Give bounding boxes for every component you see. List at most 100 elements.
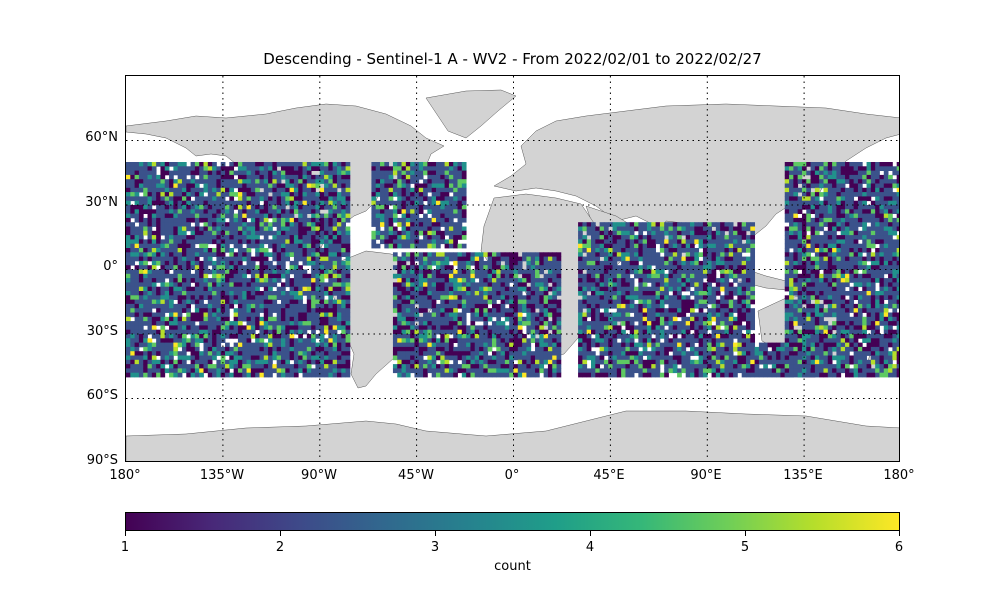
heatmap-cell xyxy=(677,252,682,257)
heatmap-cell xyxy=(181,217,187,223)
heatmap-cell xyxy=(177,217,183,223)
heatmap-cell xyxy=(151,299,157,305)
heatmap-cell xyxy=(143,230,148,236)
heatmap-cell xyxy=(457,342,463,348)
heatmap-cell xyxy=(130,213,136,219)
heatmap-cell xyxy=(646,312,652,318)
heatmap-cell xyxy=(642,222,648,227)
heatmap-cell xyxy=(199,338,204,343)
heatmap-cell xyxy=(319,213,325,219)
heatmap-cell xyxy=(535,355,540,361)
heatmap-cell xyxy=(255,346,260,352)
heatmap-cell xyxy=(522,334,527,339)
heatmap-cell xyxy=(319,265,325,270)
heatmap-cell xyxy=(324,170,329,176)
heatmap-cell xyxy=(246,213,252,219)
heatmap-cell xyxy=(672,321,678,326)
heatmap-cell xyxy=(655,346,661,352)
heatmap-cell xyxy=(181,291,187,296)
heatmap-cell xyxy=(126,256,131,262)
heatmap-cell xyxy=(474,252,480,257)
heatmap-cell xyxy=(164,213,170,219)
heatmap-cell xyxy=(539,325,545,331)
heatmap-cell xyxy=(177,222,183,227)
heatmap-cell xyxy=(405,291,411,296)
heatmap-cell xyxy=(147,162,153,167)
heatmap-cell xyxy=(397,308,402,313)
heatmap-cell xyxy=(130,252,136,257)
heatmap-cell xyxy=(306,355,312,361)
heatmap-cell xyxy=(436,325,441,331)
heatmap-cell xyxy=(328,316,334,322)
heatmap-cell xyxy=(151,248,157,253)
heatmap-cell xyxy=(151,329,157,335)
heatmap-cell xyxy=(242,351,247,356)
heatmap-cell xyxy=(612,265,618,270)
heatmap-cell xyxy=(151,170,157,176)
heatmap-cell xyxy=(578,248,583,253)
heatmap-cell xyxy=(229,226,235,232)
heatmap-cell xyxy=(659,291,665,296)
heatmap-cell xyxy=(237,342,243,348)
heatmap-cell xyxy=(431,291,437,296)
heatmap-cell xyxy=(203,355,209,361)
heatmap-cell xyxy=(651,269,656,275)
heatmap-cell xyxy=(479,334,484,339)
heatmap-cell xyxy=(233,170,239,176)
heatmap-cell xyxy=(500,252,506,257)
heatmap-cell xyxy=(397,291,402,296)
map-panel[interactable] xyxy=(125,75,900,462)
heatmap-cell xyxy=(298,321,303,326)
heatmap-cell xyxy=(216,166,222,171)
heatmap-cell xyxy=(440,359,446,365)
heatmap-cell xyxy=(328,338,334,343)
heatmap-cell xyxy=(138,230,144,236)
heatmap-cell xyxy=(276,286,282,292)
heatmap-cell xyxy=(651,239,656,245)
heatmap-cell xyxy=(423,278,428,283)
heatmap-cell xyxy=(405,308,411,313)
heatmap-cell xyxy=(147,187,153,193)
heatmap-cell xyxy=(504,316,510,322)
heatmap-cell xyxy=(603,291,609,296)
heatmap-cell xyxy=(255,278,260,283)
heatmap-cell xyxy=(263,183,269,189)
heatmap-cell xyxy=(272,248,278,253)
heatmap-cell xyxy=(216,334,222,339)
heatmap-cell xyxy=(457,256,463,262)
heatmap-cell xyxy=(126,295,131,300)
heatmap-cell xyxy=(173,351,179,356)
heatmap-cell xyxy=(190,368,196,374)
heatmap-cell xyxy=(336,286,342,292)
heatmap-cell xyxy=(319,346,325,352)
heatmap-cell xyxy=(212,308,217,313)
heatmap-cell xyxy=(255,174,260,180)
heatmap-cell xyxy=(147,243,153,249)
heatmap-cell xyxy=(410,192,415,197)
heatmap-cell xyxy=(461,316,467,322)
heatmap-cell xyxy=(332,205,338,210)
heatmap-cell xyxy=(681,329,687,335)
heatmap-cell xyxy=(237,192,243,197)
heatmap-cell xyxy=(681,248,687,253)
heatmap-cell xyxy=(276,342,282,348)
heatmap-cell xyxy=(194,187,200,193)
heatmap-cell xyxy=(186,179,191,184)
heatmap-cell xyxy=(423,303,428,309)
heatmap-cell xyxy=(659,235,665,240)
heatmap-cell xyxy=(672,312,678,318)
heatmap-cell xyxy=(281,256,286,262)
heatmap-cell xyxy=(410,200,415,206)
heatmap-cell xyxy=(289,286,295,292)
heatmap-cell xyxy=(496,351,501,356)
heatmap-cell xyxy=(311,355,316,361)
heatmap-cell xyxy=(616,252,622,257)
heatmap-cell xyxy=(612,269,618,275)
heatmap-cell xyxy=(453,235,458,240)
heatmap-cell xyxy=(535,346,540,352)
heatmap-cell xyxy=(143,355,148,361)
heatmap-cell xyxy=(375,243,381,249)
heatmap-cell xyxy=(702,273,708,279)
heatmap-cell xyxy=(151,192,157,197)
heatmap-cell xyxy=(177,295,183,300)
